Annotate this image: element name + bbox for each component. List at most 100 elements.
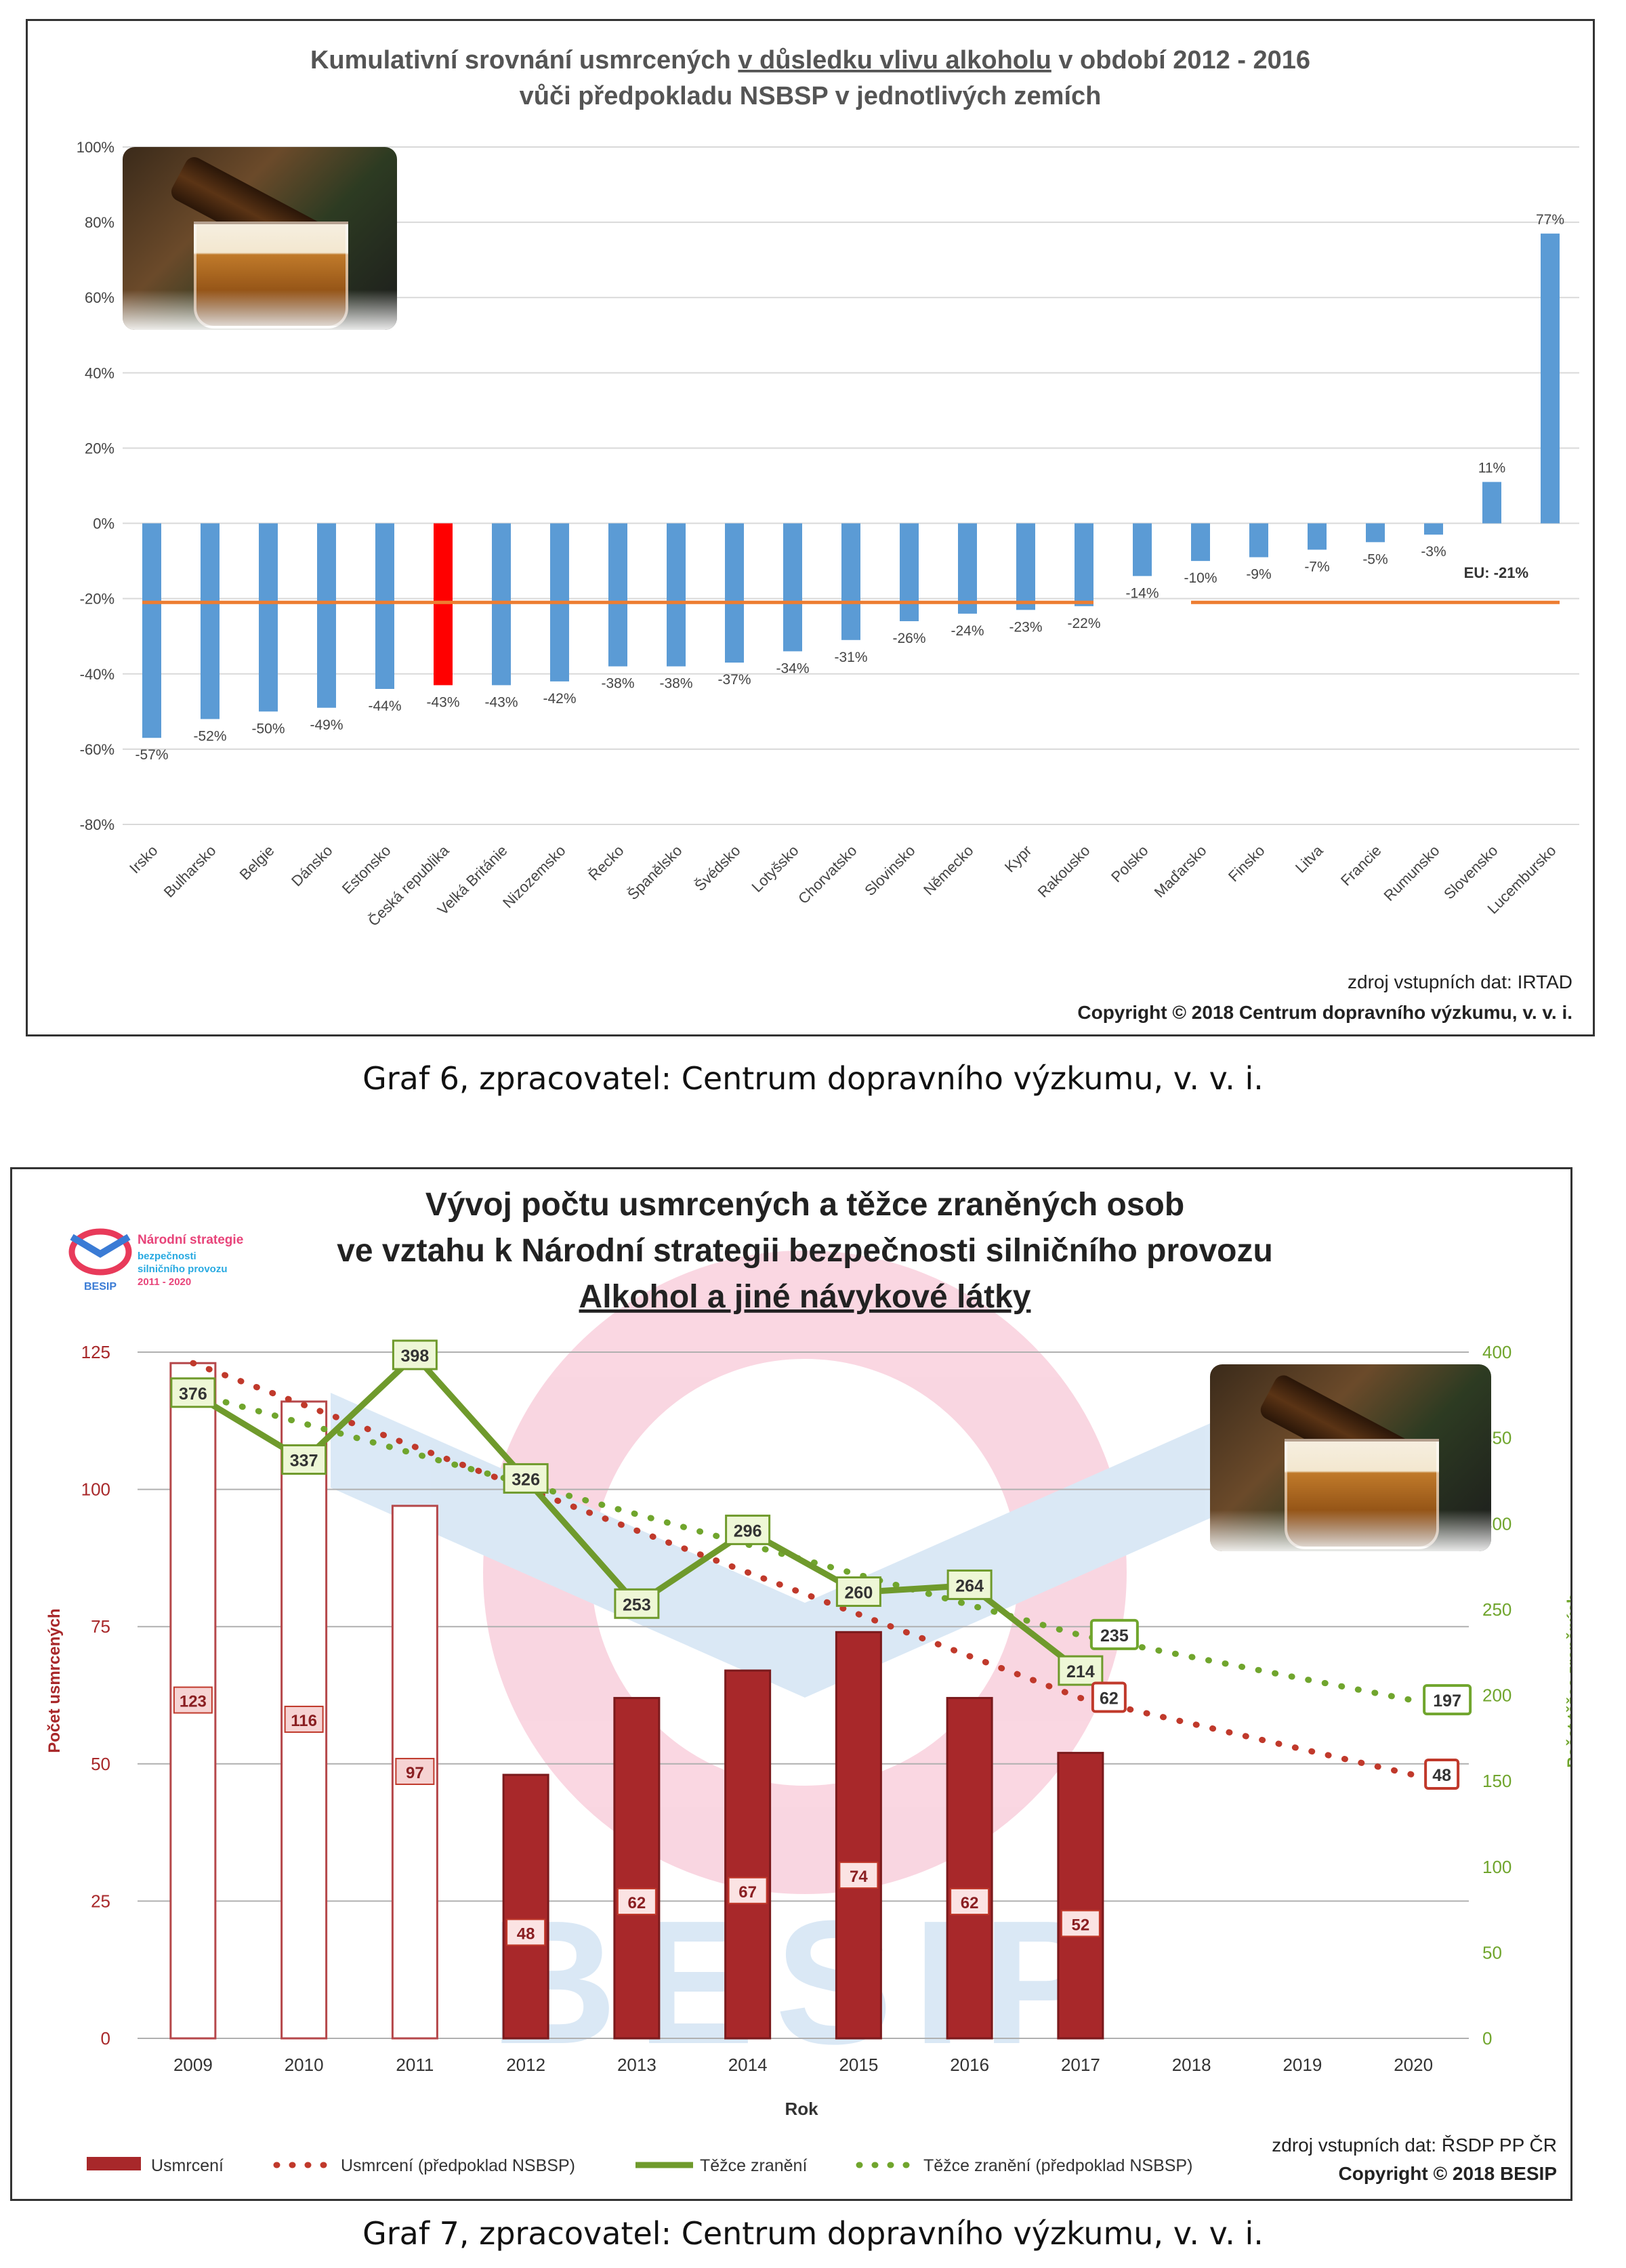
legend-label: Těžce zranění (předpoklad NSBSP) <box>923 2156 1192 2175</box>
pred-value-label-box <box>1423 1684 1472 1716</box>
bar-value-label: 62 <box>961 1894 979 1912</box>
x-tick-label: Rumunsko <box>1381 842 1443 904</box>
x-tick-label: 2012 <box>506 2055 545 2075</box>
chart-7-title-line3: Alkohol a jiné návykové látky <box>579 1279 1031 1315</box>
bar <box>1424 523 1443 535</box>
bar-value-label: -42% <box>543 691 576 707</box>
x-tick-label: 2013 <box>617 2055 656 2075</box>
bar-value-label: -22% <box>1067 616 1100 631</box>
chart-6-copyright: Copyright © 2018 Centrum dopravního výzk… <box>1077 1002 1572 1023</box>
chart-6-source: zdroj vstupních dat: IRTAD <box>1348 971 1572 992</box>
y2-tick-label: 100 <box>1482 1857 1512 1877</box>
line-value-label-box <box>170 1377 216 1408</box>
bar-value-label-box <box>395 1757 435 1785</box>
bar <box>1133 523 1152 576</box>
x-tick-label: 2016 <box>950 2055 989 2075</box>
bar <box>608 523 627 667</box>
bar-value-label: 77% <box>1536 212 1564 228</box>
bar-value-label: -26% <box>892 631 925 646</box>
bar <box>375 523 394 689</box>
bar-value-label: -38% <box>601 676 634 692</box>
chart-7-ylabel: Počet usmrcených <box>45 1608 64 1752</box>
bar <box>1057 1752 1104 2040</box>
bar-value-label: 74 <box>850 1868 868 1886</box>
line-value-label-box <box>281 1444 327 1475</box>
x-tick-label: Maďarsko <box>1151 842 1210 901</box>
x-tick-label: Německo <box>920 842 976 898</box>
legend-swatch <box>87 2157 141 2170</box>
logo-line2: bezpečnosti <box>138 1251 196 1262</box>
x-tick-label: Švédsko <box>691 842 743 894</box>
x-tick-label: Francie <box>1337 842 1385 889</box>
bar <box>783 523 802 652</box>
chart-7-caption: Graf 7, zpracovatel: Centrum dopravního … <box>362 2215 1264 2252</box>
bar <box>900 523 919 621</box>
y2-tick-label: 150 <box>1482 1771 1512 1791</box>
line-value-label-box <box>725 1514 771 1545</box>
bar-value-label-box <box>950 1888 990 1916</box>
y-tick-label: -60% <box>80 741 114 758</box>
bar <box>1308 523 1327 550</box>
bar-value-label: 97 <box>406 1764 424 1782</box>
chart-6-title-line2: vůči předpokladu NSBSP v jednotlivých ze… <box>520 82 1102 110</box>
x-tick-label: 2014 <box>728 2055 768 2075</box>
bar-value-label-box <box>617 1888 656 1916</box>
bar-value-label: -14% <box>1125 585 1159 601</box>
bar-value-label: -43% <box>426 694 459 710</box>
x-tick-label: Belgie <box>236 842 278 883</box>
x-tick-label: Nizozemsko <box>499 842 568 911</box>
bar-value-label: 48 <box>517 1925 535 1943</box>
line-value-label-box <box>503 1463 549 1494</box>
beer-photo <box>123 147 397 330</box>
x-tick-label: 2010 <box>285 2055 324 2075</box>
y-tick-label: -80% <box>80 816 114 833</box>
bar <box>1366 523 1385 543</box>
bar <box>725 523 744 663</box>
chart-7-title-line2: ve vztahu k Národní strategii bezpečnost… <box>337 1233 1273 1269</box>
bar-value-label: -7% <box>1304 559 1329 574</box>
y2-tick-label: 250 <box>1482 1599 1512 1620</box>
line-value-label-box <box>946 1569 993 1600</box>
bar <box>667 523 686 667</box>
bar-value-label-box <box>728 1876 768 1904</box>
y-tick-label: -20% <box>80 591 114 608</box>
x-tick-label: 2019 <box>1283 2055 1322 2075</box>
x-tick-label: 2018 <box>1172 2055 1211 2075</box>
chart-7-copyright: Copyright © 2018 BESIP <box>1339 2163 1558 2184</box>
line-value-label-box <box>392 1339 438 1370</box>
bar-value-label: -5% <box>1362 551 1388 567</box>
bar <box>841 523 860 640</box>
x-tick-label: 2020 <box>1394 2055 1433 2075</box>
x-tick-label: Lotyšsko <box>748 842 801 896</box>
watermark-text: BESIP <box>490 1885 1120 2081</box>
x-tick-label: Litva <box>1292 841 1327 876</box>
bar-value-label: -49% <box>310 717 343 733</box>
y-tick-label: 100 <box>81 1479 110 1500</box>
x-tick-label: Dánsko <box>288 842 335 889</box>
bar <box>201 523 220 719</box>
y2-tick-label: 50 <box>1482 1942 1502 1962</box>
y-tick-label: -40% <box>80 666 114 683</box>
x-tick-label: Estonsko <box>339 842 394 898</box>
bar-value-label: -34% <box>776 660 809 676</box>
chart-7-y2label: Počet těžce zraněných <box>1564 1593 1570 1767</box>
series-line-tezce-zraneni-predpoklad <box>190 1390 1417 1704</box>
y-tick-label: 60% <box>85 289 114 306</box>
bar-value-label: -24% <box>951 623 984 639</box>
y-tick-label: 20% <box>85 440 114 457</box>
bar-value-label-box <box>1060 1910 1100 1937</box>
bar-value-label: -23% <box>1009 619 1042 635</box>
bar-value-label: -9% <box>1246 567 1271 583</box>
bar <box>317 523 336 708</box>
bar-value-label: -44% <box>368 698 401 714</box>
line-value-label-box <box>1058 1655 1104 1686</box>
line-value-label: 260 <box>845 1584 873 1603</box>
bar <box>1482 482 1501 524</box>
chart-7-svg: BESIP BESIP Národní strategie bezpečnost… <box>45 1187 1570 2184</box>
bar-value-label: -37% <box>717 672 751 688</box>
bar <box>958 523 977 614</box>
x-tick-label: Slovensko <box>1440 842 1501 902</box>
chart-6-frame: Kumulativní srovnání usmrcených v důsled… <box>26 19 1595 1036</box>
bar-value-label: 116 <box>291 1712 317 1730</box>
logo-line1: Národní strategie <box>138 1233 243 1247</box>
